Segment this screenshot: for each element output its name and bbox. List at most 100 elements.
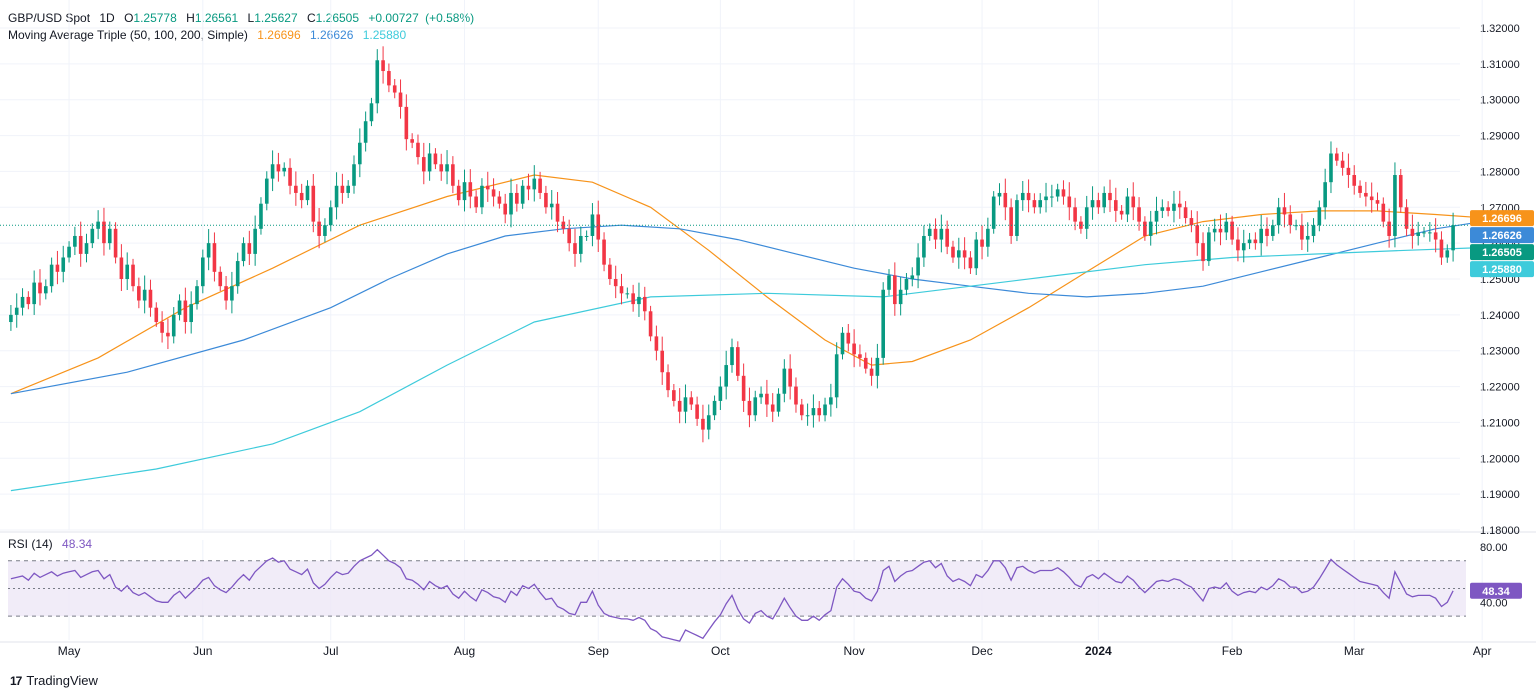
date-tick-label: Feb (1222, 644, 1243, 658)
high-value: H1.26561 (186, 11, 239, 25)
candle-body (1381, 203, 1386, 222)
candle-body (573, 243, 577, 254)
candle-body (171, 314, 176, 337)
candle-body (869, 368, 874, 376)
price-label-text: 1.26505 (1482, 247, 1522, 259)
candle-body (38, 282, 42, 294)
candle-body (148, 289, 153, 308)
candle-body (1009, 207, 1013, 236)
rsi-tick-label: 80.00 (1480, 542, 1508, 554)
rsi-label[interactable]: RSI (14) (8, 537, 53, 551)
candle-body (1369, 196, 1374, 201)
candle-body (893, 275, 897, 305)
candle-body (195, 286, 199, 305)
candle-body (823, 404, 827, 416)
candle-body (166, 332, 170, 337)
date-tick-label: Oct (711, 644, 730, 658)
candle-body (1352, 175, 1357, 186)
candle-body (648, 311, 653, 337)
candle-body (1218, 228, 1223, 233)
price-tick-label: 1.32000 (1480, 23, 1520, 35)
candle-body (102, 221, 106, 244)
candle-body (32, 282, 36, 305)
candle-body (1288, 214, 1293, 226)
candle-body (445, 164, 449, 172)
candle-body (538, 178, 542, 193)
candle-body (9, 314, 13, 323)
candle-body (433, 153, 438, 165)
price-label-close (1470, 244, 1534, 261)
candle-body (1247, 239, 1252, 244)
candle-body (904, 279, 909, 290)
candle-body (282, 167, 287, 172)
candle-body (863, 357, 868, 369)
candle-body (96, 221, 100, 229)
candle-body (346, 185, 350, 193)
candle-body (1416, 232, 1421, 236)
candle-body (1119, 210, 1124, 215)
candle-body (480, 185, 484, 208)
price-tick-label: 1.18000 (1480, 525, 1520, 537)
candle-body (660, 350, 665, 373)
candle-body (683, 397, 688, 412)
price-tick-label: 1.20000 (1480, 453, 1520, 465)
candle-body (817, 408, 822, 416)
candle-body (677, 400, 682, 412)
candle-body (14, 307, 19, 315)
candle-body (317, 221, 321, 236)
candle-body (811, 408, 816, 416)
candle-body (462, 182, 467, 201)
candle-body (753, 397, 758, 416)
candle-body (881, 289, 885, 358)
candle-body (294, 185, 298, 193)
candle-body (887, 275, 891, 290)
candle-body (672, 390, 676, 401)
candle-body (1201, 243, 1205, 262)
price-tick-label: 1.30000 (1480, 95, 1520, 107)
candle-body (788, 368, 792, 387)
change-percent: (+0.58%) (425, 11, 475, 25)
close-value: C1.26505 (306, 11, 360, 25)
candle-body (1305, 235, 1310, 240)
price-label-text: 1.25880 (1482, 264, 1522, 276)
candle-body (689, 397, 694, 405)
price-tick-label: 1.28000 (1480, 166, 1520, 178)
candle-body (1334, 153, 1339, 161)
candle-body (26, 296, 31, 305)
candle-body (1387, 221, 1391, 236)
candle-body (1108, 192, 1112, 201)
candle-body (602, 239, 606, 265)
candle-body (259, 203, 263, 229)
candle-body (584, 235, 589, 237)
candle-body (770, 404, 775, 412)
candle-body (410, 139, 414, 143)
candle-body (1026, 192, 1031, 201)
candle-body (328, 207, 333, 226)
candle-body (933, 228, 938, 240)
candle-body (596, 214, 601, 240)
ma-label[interactable]: Moving Average Triple (50, 100, 200, Sim… (8, 28, 248, 42)
candle-body (1177, 203, 1182, 208)
candle-body (421, 157, 426, 172)
interval-label[interactable]: 1D (99, 11, 115, 25)
candle-body (311, 185, 316, 222)
candle-body (986, 228, 990, 247)
candle-body (829, 397, 833, 405)
candle-body (1154, 210, 1159, 222)
candle-body (189, 304, 193, 323)
candle-body (154, 307, 159, 323)
candle-body (1131, 196, 1136, 208)
candle-body (736, 347, 740, 376)
candle-body (1259, 228, 1263, 244)
candle-body (241, 243, 246, 262)
candle-body (177, 300, 182, 315)
candle-body (1114, 200, 1118, 211)
candle-body (1125, 196, 1130, 215)
candle-body (212, 243, 217, 272)
candle-body (1084, 207, 1089, 229)
candle-body (567, 228, 571, 244)
candle-body (515, 192, 519, 204)
tradingview-brand[interactable]: 17 TradingView (10, 673, 98, 688)
candle-body (90, 228, 95, 244)
